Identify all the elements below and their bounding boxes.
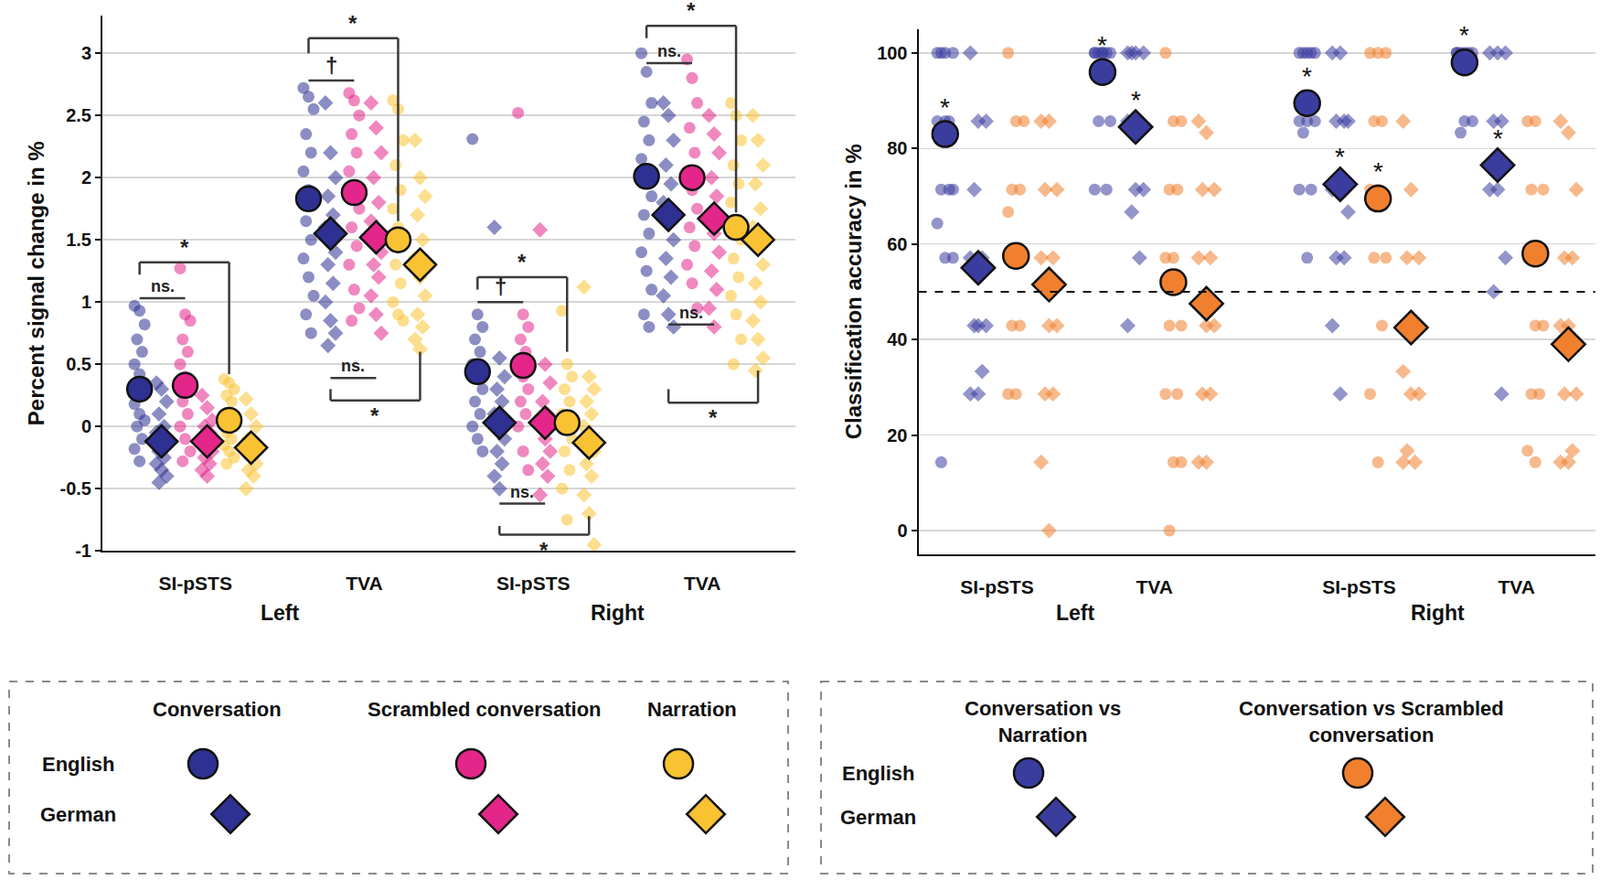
svg-text:TVA: TVA — [1136, 576, 1174, 598]
svg-text:*: * — [1130, 85, 1142, 115]
svg-text:†: † — [325, 53, 338, 78]
svg-text:*: * — [180, 234, 190, 260]
svg-text:Conversation vsNarration: Conversation vsNarration — [964, 696, 1121, 747]
svg-text:Classification accuracy in %: Classification accuracy in % — [841, 143, 866, 439]
svg-text:English: English — [842, 761, 915, 785]
svg-text:SI-pSTS: SI-pSTS — [960, 576, 1035, 598]
svg-text:*: * — [686, 0, 696, 23]
svg-text:SI-pSTS: SI-pSTS — [496, 572, 571, 594]
svg-text:SI-pSTS: SI-pSTS — [158, 572, 233, 594]
svg-text:ns.: ns. — [341, 356, 365, 375]
svg-text:-0.5: -0.5 — [60, 478, 92, 499]
svg-text:3: 3 — [81, 42, 92, 64]
svg-text:TVA: TVA — [683, 572, 721, 594]
svg-text:Left: Left — [1056, 600, 1096, 625]
svg-text:*: * — [1301, 62, 1312, 91]
svg-text:1.5: 1.5 — [65, 229, 92, 250]
svg-text:ns.: ns. — [657, 42, 682, 61]
svg-text:Percent signal change in %: Percent signal change in % — [23, 140, 49, 426]
svg-text:*: * — [1097, 31, 1108, 60]
svg-text:1: 1 — [81, 291, 92, 312]
svg-text:40: 40 — [886, 329, 907, 350]
svg-text:20: 20 — [886, 425, 907, 446]
svg-text:60: 60 — [886, 234, 907, 255]
svg-text:SI-pSTS: SI-pSTS — [1322, 576, 1397, 598]
svg-text:*: * — [1334, 142, 1345, 171]
svg-text:TVA: TVA — [345, 572, 383, 594]
svg-text:2: 2 — [81, 167, 92, 188]
svg-text:-1: -1 — [74, 540, 92, 561]
svg-text:0: 0 — [81, 416, 92, 437]
svg-text:100: 100 — [876, 42, 907, 64]
svg-text:*: * — [708, 405, 718, 430]
svg-text:*: * — [1373, 157, 1384, 186]
svg-text:Right: Right — [1410, 600, 1465, 625]
svg-text:*: * — [370, 403, 380, 428]
svg-text:*: * — [517, 249, 527, 275]
svg-text:Conversation: Conversation — [152, 697, 282, 721]
svg-text:ns.: ns. — [510, 482, 534, 502]
svg-text:Left: Left — [260, 600, 300, 625]
svg-text:ns.: ns. — [150, 277, 175, 296]
svg-text:*: * — [939, 93, 950, 122]
svg-text:TVA: TVA — [1497, 576, 1535, 598]
svg-text:German: German — [40, 802, 117, 826]
svg-text:Right: Right — [590, 600, 645, 625]
svg-text:80: 80 — [886, 138, 907, 159]
svg-text:Scrambled conversation: Scrambled conversation — [367, 697, 602, 721]
svg-text:*: * — [1493, 124, 1504, 153]
svg-text:Conversation vs Scrambledconve: Conversation vs Scrambledconversation — [1238, 696, 1504, 747]
svg-text:Narration: Narration — [647, 697, 737, 721]
svg-text:0.5: 0.5 — [65, 353, 92, 374]
svg-text:0: 0 — [896, 520, 907, 541]
svg-text:ns.: ns. — [679, 303, 704, 322]
svg-text:English: English — [42, 752, 115, 776]
svg-text:*: * — [1459, 21, 1470, 50]
svg-text:*: * — [348, 10, 358, 36]
svg-text:*: * — [539, 537, 549, 563]
svg-text:German: German — [840, 805, 917, 829]
svg-text:2.5: 2.5 — [65, 105, 92, 126]
svg-text:†: † — [494, 274, 507, 299]
